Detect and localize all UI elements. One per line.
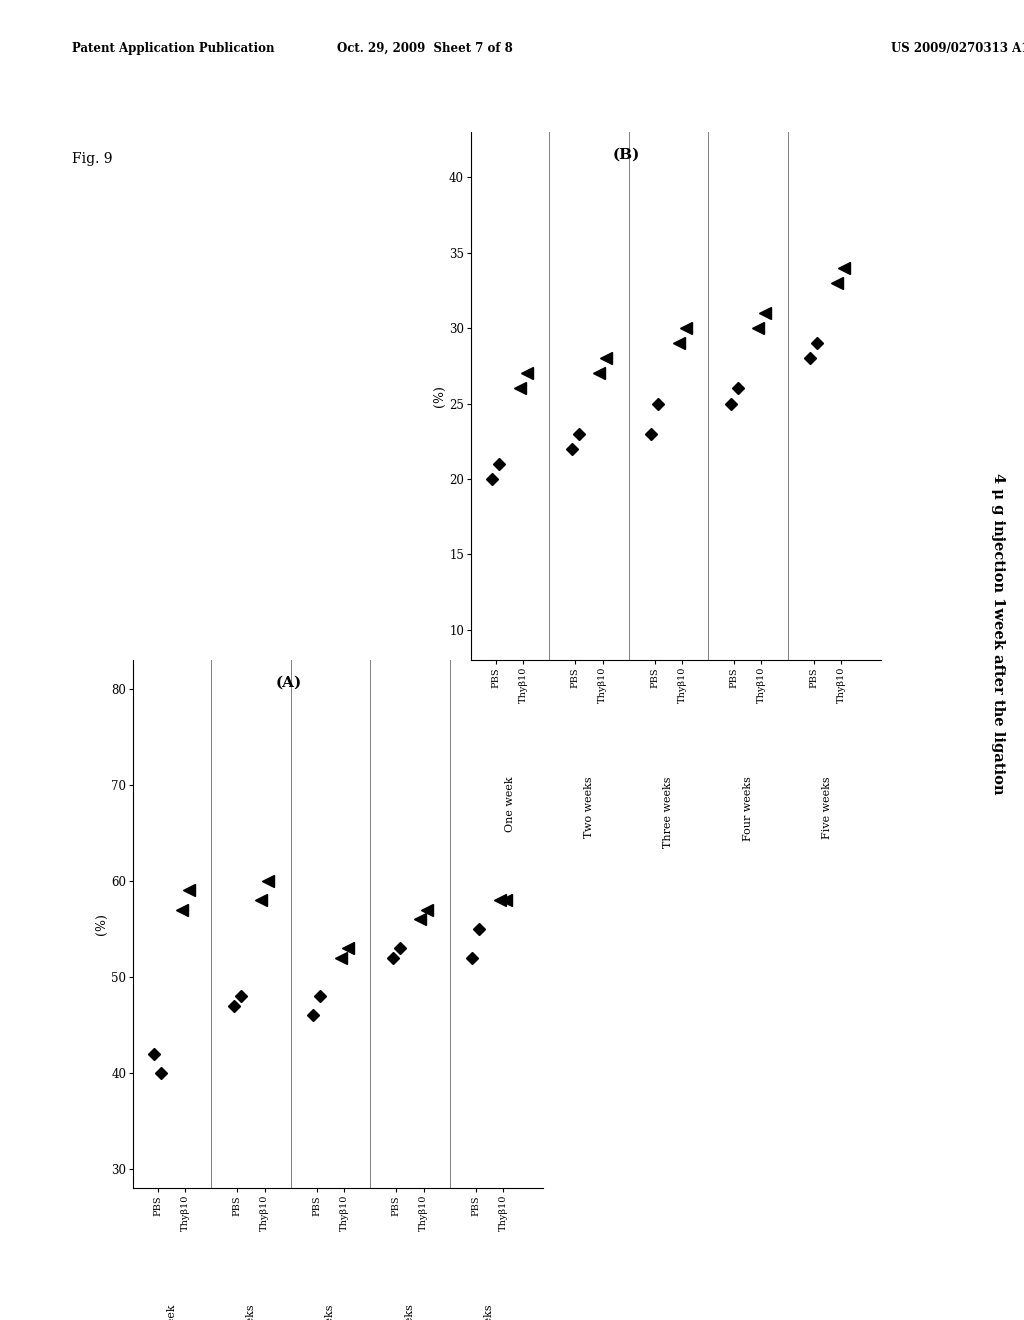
Text: One week: One week — [505, 776, 514, 832]
Text: Fig. 9: Fig. 9 — [72, 152, 113, 166]
Y-axis label: (%): (%) — [433, 385, 446, 407]
Text: Five weeks: Five weeks — [822, 776, 833, 838]
Text: Four weeks: Four weeks — [742, 776, 753, 841]
Text: US 2009/0270313 A1: US 2009/0270313 A1 — [891, 42, 1024, 55]
Text: 4 μ g injection 1week after the ligation: 4 μ g injection 1week after the ligation — [991, 473, 1006, 795]
Text: Two weeks: Two weeks — [246, 1304, 256, 1320]
Text: Two weeks: Two weeks — [584, 776, 594, 838]
Y-axis label: (%): (%) — [95, 913, 109, 935]
Text: Patent Application Publication: Patent Application Publication — [72, 42, 274, 55]
Text: Three weeks: Three weeks — [664, 776, 674, 847]
Text: (A): (A) — [275, 676, 302, 690]
Text: Oct. 29, 2009  Sheet 7 of 8: Oct. 29, 2009 Sheet 7 of 8 — [337, 42, 513, 55]
Text: Three weeks: Three weeks — [326, 1304, 336, 1320]
Text: (B): (B) — [613, 148, 640, 162]
Text: Four weeks: Four weeks — [404, 1304, 415, 1320]
Text: One week: One week — [167, 1304, 176, 1320]
Text: Five weeks: Five weeks — [484, 1304, 495, 1320]
